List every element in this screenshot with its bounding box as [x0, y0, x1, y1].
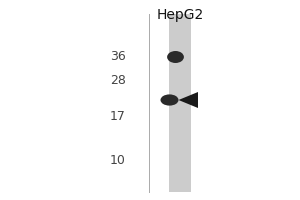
Bar — [169, 14, 190, 192]
Ellipse shape — [167, 51, 184, 63]
Text: 28: 28 — [110, 73, 126, 86]
Ellipse shape — [160, 94, 178, 106]
Text: 10: 10 — [110, 154, 126, 168]
Text: HepG2: HepG2 — [156, 8, 204, 22]
Text: 36: 36 — [110, 50, 126, 64]
Polygon shape — [178, 92, 198, 108]
Text: 17: 17 — [110, 110, 126, 123]
